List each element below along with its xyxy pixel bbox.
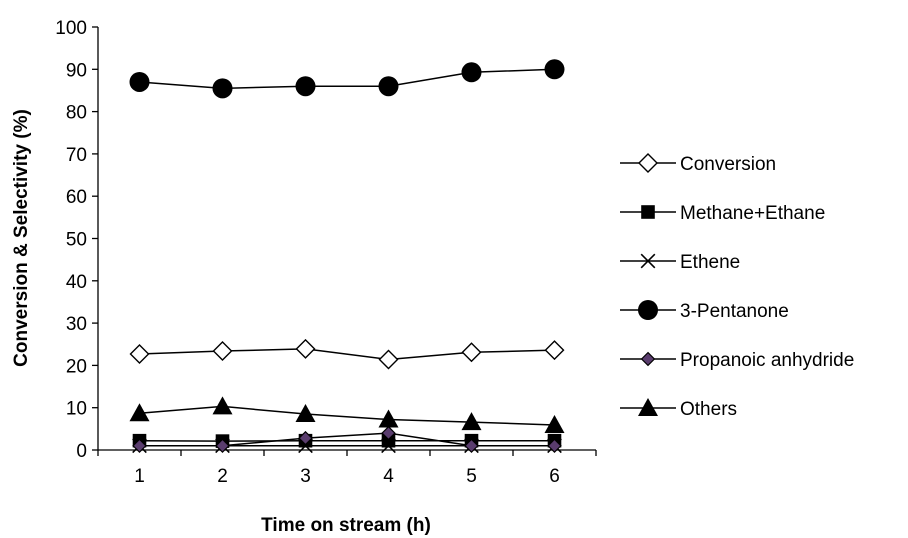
- legend-marker: [641, 205, 655, 219]
- data-point: [295, 404, 316, 423]
- data-point: [461, 412, 482, 431]
- legend-item: Propanoic anhydride: [620, 350, 854, 371]
- y-tick-label: 100: [55, 18, 87, 39]
- data-point: [298, 438, 313, 454]
- data-point: [295, 76, 316, 97]
- data-point: [212, 341, 233, 362]
- legend-marker: [640, 253, 656, 269]
- y-tick-label: 90: [66, 60, 87, 81]
- data-point: [381, 433, 396, 448]
- data-point: [129, 403, 150, 422]
- legend-item: Methane+Ethane: [620, 203, 825, 224]
- legend-marker: [638, 398, 658, 416]
- legend: Conversion Methane+Ethane Ethene 3-Pentanon…: [620, 153, 854, 420]
- y-tick-label: 40: [66, 272, 87, 293]
- data-point: [544, 415, 565, 434]
- data-point: [212, 78, 233, 99]
- series-propanoic-anhydride: [132, 425, 562, 454]
- series-line: [139, 348, 555, 361]
- series-line: [139, 405, 555, 426]
- x-tick-label: 1: [134, 466, 145, 487]
- x-axis-ticks: 1 2 3 4 5 6: [97, 450, 597, 487]
- data-point: [132, 438, 147, 454]
- series-conversion: [129, 338, 565, 370]
- legend-label: Propanoic anhydride: [680, 350, 854, 371]
- data-point: [378, 409, 399, 428]
- data-point: [378, 349, 399, 370]
- y-axis-ticks: 0 10 20 30 40 50 60 70 80 90 100: [55, 18, 98, 462]
- plot-area: 0 10 20 30 40 50 60 70 80 90 100 1 2 3 4 5 6: [55, 18, 597, 487]
- legend-item: Conversion: [620, 153, 776, 175]
- data-point: [381, 438, 396, 454]
- y-tick-label: 0: [76, 441, 87, 462]
- y-tick-label: 60: [66, 187, 87, 208]
- y-axis-title: Conversion & Selectivity (%): [11, 109, 32, 367]
- y-tick-label: 50: [66, 230, 87, 251]
- data-point: [129, 343, 150, 364]
- legend-item: Others: [620, 398, 737, 420]
- x-tick-label: 5: [466, 466, 477, 487]
- data-point: [544, 59, 565, 80]
- series-layer: [129, 59, 565, 454]
- legend-item: Ethene: [620, 252, 740, 273]
- data-point: [295, 338, 316, 359]
- x-tick-label: 2: [217, 466, 228, 487]
- x-tick-label: 3: [300, 466, 311, 487]
- series-3-pentanone: [129, 59, 565, 99]
- y-tick-label: 10: [66, 399, 87, 420]
- y-tick-label: 20: [66, 356, 87, 377]
- y-tick-label: 80: [66, 103, 87, 124]
- legend-label: Methane+Ethane: [680, 203, 825, 224]
- legend-marker: [638, 300, 658, 320]
- x-axis-title: Time on stream (h): [261, 515, 431, 536]
- legend-label: Others: [680, 399, 737, 420]
- data-point: [461, 62, 482, 83]
- legend-label: 3-Pentanone: [680, 301, 789, 322]
- x-tick-label: 6: [549, 466, 560, 487]
- series-line: [139, 68, 555, 90]
- data-point: [378, 76, 399, 97]
- data-point: [212, 396, 233, 415]
- data-point: [298, 430, 313, 446]
- y-tick-label: 70: [66, 145, 87, 166]
- legend-label: Ethene: [680, 252, 740, 273]
- data-point: [547, 438, 562, 454]
- data-point: [464, 438, 479, 454]
- legend-marker: [638, 153, 658, 173]
- data-point: [381, 425, 396, 441]
- data-point: [129, 71, 150, 92]
- legend-item: 3-Pentanone: [620, 300, 789, 322]
- series-line: [139, 432, 555, 447]
- legend-marker: [640, 351, 656, 367]
- data-point: [461, 342, 482, 363]
- y-tick-label: 30: [66, 314, 87, 335]
- legend-label: Conversion: [680, 154, 776, 175]
- data-point: [215, 438, 230, 454]
- x-tick-label: 4: [383, 466, 394, 487]
- series-others: [129, 396, 565, 434]
- data-point: [544, 340, 565, 361]
